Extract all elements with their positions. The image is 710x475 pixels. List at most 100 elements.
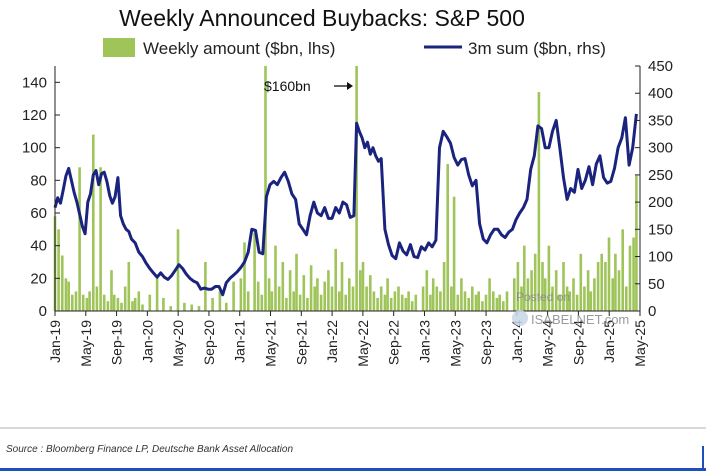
- weekly-bar: [617, 270, 621, 311]
- y-right-tick-label: 450: [648, 58, 673, 75]
- weekly-bars: [53, 66, 638, 311]
- y-left-tick-label: 120: [22, 107, 47, 124]
- annotation: $160bn: [264, 78, 353, 94]
- weekly-bar: [176, 229, 180, 311]
- annotation-arrowhead: [347, 82, 353, 90]
- weekly-bar: [197, 306, 201, 311]
- y-right-tick-label: 100: [648, 249, 673, 266]
- y-left-tick-label: 0: [39, 303, 47, 320]
- weekly-bar: [446, 164, 449, 311]
- weekly-bar: [400, 294, 404, 311]
- weekly-bar: [169, 306, 172, 311]
- weekly-bar: [71, 294, 74, 311]
- sum-3m-series-line: [53, 113, 638, 297]
- weekly-bar: [604, 262, 607, 311]
- x-tick-label: May-24: [540, 320, 556, 367]
- weekly-bar: [355, 66, 358, 311]
- weekly-bar: [372, 291, 376, 311]
- weekly-bar: [127, 262, 131, 311]
- weekly-bar: [106, 301, 110, 311]
- weekly-bar: [338, 291, 341, 311]
- weekly-bar: [383, 294, 387, 311]
- annotation-label: $160bn: [264, 78, 311, 94]
- weekly-bar: [452, 196, 456, 311]
- weekly-bar: [628, 245, 632, 311]
- watermark-line2: ISABELNET.com: [531, 312, 629, 327]
- weekly-bar: [551, 286, 554, 311]
- weekly-bar: [285, 297, 288, 311]
- weekly-bar: [533, 253, 537, 311]
- weekly-bar: [57, 229, 60, 311]
- x-tick-label: Jan-24: [509, 320, 525, 363]
- weekly-bar: [586, 270, 590, 311]
- weekly-bar: [565, 286, 569, 311]
- weekly-bar: [456, 294, 460, 311]
- weekly-bar: [131, 301, 134, 311]
- weekly-bar: [596, 262, 600, 311]
- y-right-tick-label: 50: [648, 276, 665, 293]
- weekly-bar: [450, 286, 453, 311]
- weekly-bar: [431, 278, 435, 311]
- weekly-bar: [543, 278, 547, 311]
- weekly-bar: [183, 302, 186, 311]
- y-left-tick-label: 40: [30, 238, 47, 255]
- weekly-bar: [635, 175, 638, 311]
- weekly-bar: [359, 270, 362, 311]
- weekly-bar: [502, 301, 505, 311]
- weekly-bar: [593, 278, 596, 311]
- weekly-bar: [481, 301, 484, 311]
- weekly-bar: [460, 278, 463, 311]
- x-tick-label: May-21: [263, 320, 279, 367]
- x-tick-label: Sep-20: [201, 320, 217, 365]
- y-left-tick-label: 80: [30, 172, 47, 189]
- weekly-bar: [562, 262, 565, 311]
- x-tick-label: Jan-25: [601, 320, 617, 363]
- weekly-bar: [340, 262, 344, 311]
- weekly-bar: [74, 291, 78, 311]
- weekly-bar: [474, 294, 478, 311]
- weekly-bar: [78, 167, 81, 311]
- weekly-bar: [361, 262, 365, 311]
- y-right-tick-label: 150: [648, 221, 673, 238]
- x-tick-label: Jan-23: [416, 320, 432, 363]
- weekly-bar: [386, 278, 389, 311]
- weekly-bar: [88, 291, 91, 311]
- weekly-bar: [520, 286, 523, 311]
- weekly-bar: [253, 232, 256, 311]
- weekly-bar: [425, 270, 429, 311]
- weekly-bar: [505, 291, 509, 311]
- x-tick-label: May-19: [78, 320, 94, 367]
- x-tick-label: May-22: [355, 320, 371, 367]
- weekly-bar: [246, 291, 250, 311]
- x-tick-label: Sep-19: [109, 320, 125, 365]
- weekly-bar: [95, 286, 99, 311]
- y-left-tick-label: 20: [30, 270, 47, 287]
- axes: 0 20 40 60 80 100 120 140 0 50 100 150 200 250 300 350 4…: [22, 58, 673, 367]
- weekly-bar: [239, 278, 243, 311]
- weekly-bar: [274, 245, 277, 311]
- x-tick-label: Jan-19: [47, 320, 63, 363]
- legend-line-label: 3m sum ($bn, rhs): [468, 39, 606, 58]
- weekly-bar: [120, 302, 123, 311]
- weekly-bar: [319, 294, 323, 311]
- weekly-bar: [295, 253, 298, 311]
- x-tick-label: May-25: [632, 320, 648, 367]
- weekly-bar: [225, 302, 228, 311]
- x-tick-label: Sep-22: [386, 320, 402, 365]
- x-tick-label: May-23: [447, 320, 463, 367]
- weekly-bar: [92, 134, 95, 311]
- weekly-bar: [488, 278, 491, 311]
- weekly-bar: [281, 262, 285, 311]
- weekly-bar: [323, 281, 326, 311]
- weekly-bar: [376, 297, 379, 311]
- x-tick-label: Jan-21: [232, 320, 248, 363]
- weekly-bar: [397, 286, 400, 311]
- weekly-bar: [344, 294, 347, 311]
- y-right-tick-label: 400: [648, 85, 673, 102]
- weekly-bar: [302, 275, 306, 311]
- weekly-bar: [306, 297, 309, 311]
- weekly-bar: [141, 304, 144, 311]
- weekly-bar: [439, 291, 442, 311]
- weekly-bar: [243, 242, 246, 311]
- weekly-bar: [579, 253, 583, 311]
